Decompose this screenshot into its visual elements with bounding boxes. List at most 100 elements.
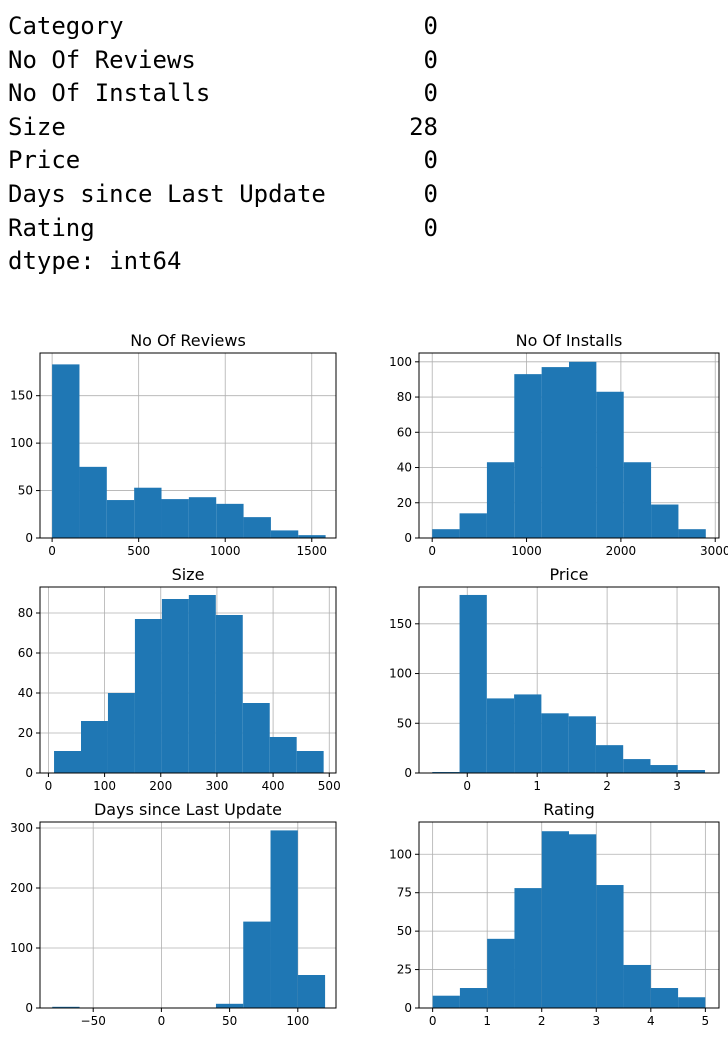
histogram-bar <box>623 462 652 538</box>
y-tick-label: 300 <box>10 821 33 835</box>
console-row-label: Size <box>8 112 66 141</box>
console-row: Days since Last Update 0 <box>8 178 438 212</box>
histogram-bar <box>134 619 162 773</box>
console-row: Rating 0 <box>8 212 438 246</box>
histogram-bar <box>650 765 678 773</box>
x-tick-label: 500 <box>318 779 341 793</box>
histogram-bar <box>216 503 244 538</box>
x-tick-label: 1 <box>533 779 541 793</box>
x-tick-label: 2 <box>603 779 611 793</box>
histogram-bar <box>487 938 515 1008</box>
x-tick-label: 2000 <box>606 544 637 558</box>
histogram-bar <box>81 721 108 773</box>
histogram-bar <box>459 513 487 538</box>
histogram-panel: 0 1 2 3 0 50 100 150 Price <box>389 565 720 793</box>
console-row: Size 28 <box>8 111 438 145</box>
histogram-bar <box>651 504 679 538</box>
histogram-bar <box>514 888 542 1008</box>
chart-title: Size <box>172 565 205 584</box>
y-tick-label: 200 <box>10 881 33 895</box>
histogram-bar <box>215 1003 244 1008</box>
histogram-bar <box>432 529 460 538</box>
x-tick-label: 0 <box>48 544 56 558</box>
axes-frame <box>39 352 337 539</box>
x-tick-label: 3 <box>673 779 681 793</box>
histogram-bar <box>623 759 651 773</box>
histogram-bar <box>242 703 270 773</box>
y-tick-label: 20 <box>397 496 412 510</box>
x-tick-label: 100 <box>93 779 116 793</box>
x-tick-label: 0 <box>428 544 436 558</box>
x-tick-label: 1500 <box>296 544 327 558</box>
console-row-value: 0 <box>423 213 438 242</box>
axes-frame <box>39 586 337 774</box>
histogram-bar <box>243 921 271 1008</box>
x-tick-label: 1000 <box>210 544 241 558</box>
x-tick-label: 500 <box>127 544 150 558</box>
y-tick-label: 50 <box>18 484 33 498</box>
chart-title: No Of Installs <box>516 331 623 350</box>
y-tick-label: 20 <box>18 726 33 740</box>
histogram-bar <box>459 988 488 1008</box>
y-tick-label: 75 <box>397 886 412 900</box>
histogram-bar <box>595 745 624 773</box>
y-tick-label: 100 <box>389 667 412 681</box>
axes-frame <box>418 586 720 774</box>
x-tick-label: 1000 <box>511 544 542 558</box>
histogram-bar <box>296 751 324 773</box>
histogram-bar <box>52 1006 80 1008</box>
histogram-bar <box>52 364 80 538</box>
histogram-bar <box>678 997 706 1008</box>
y-tick-label: 100 <box>389 847 412 861</box>
histogram-bar <box>541 367 569 538</box>
histogram-bar <box>568 716 596 773</box>
chart-title: No Of Reviews <box>130 331 246 350</box>
console-row-value: 0 <box>423 79 438 108</box>
histogram-bar <box>677 770 706 773</box>
y-tick-label: 80 <box>397 390 412 404</box>
histogram-panel: 0 500 1000 1500 0 50 100 150 No Of Reviews <box>10 331 337 558</box>
histogram-bar <box>215 615 243 773</box>
x-tick-label: 0 <box>45 779 53 793</box>
histogram-bar <box>569 834 597 1008</box>
histogram-bar <box>269 737 297 773</box>
histogram-bar <box>188 595 216 773</box>
y-tick-label: 0 <box>25 766 33 780</box>
y-tick-label: 100 <box>10 941 33 955</box>
x-tick-label: −50 <box>81 1014 106 1028</box>
histogram-bar <box>79 466 107 538</box>
x-tick-label: 1 <box>483 1014 491 1028</box>
console-row-label: Price <box>8 146 81 175</box>
y-tick-label: 0 <box>25 1001 33 1015</box>
axes-frame <box>418 821 720 1009</box>
histogram-bar <box>298 535 326 538</box>
histogram-bar <box>243 517 271 538</box>
console-row-label: No Of Reviews <box>8 45 196 74</box>
console-row-value: 0 <box>423 45 438 74</box>
histogram-bar <box>514 694 542 773</box>
histogram-bar <box>514 374 542 538</box>
histogram-bar <box>650 988 679 1008</box>
x-tick-label: 3000 <box>700 544 728 558</box>
y-tick-label: 150 <box>389 617 412 631</box>
y-tick-label: 40 <box>18 686 33 700</box>
histogram-bar <box>297 975 326 1008</box>
y-tick-label: 150 <box>10 389 33 403</box>
x-tick-label: 0 <box>158 1014 166 1028</box>
x-tick-label: 0 <box>429 1014 437 1028</box>
histogram-bar <box>270 530 299 538</box>
console-row-value: 0 <box>423 12 438 40</box>
histogram-bar <box>623 964 651 1008</box>
x-tick-label: 3 <box>592 1014 600 1028</box>
y-tick-label: 50 <box>397 924 412 938</box>
histogram-bar <box>596 391 624 538</box>
histogram-bar <box>161 599 189 773</box>
y-tick-label: 0 <box>404 1001 412 1015</box>
y-tick-label: 80 <box>18 606 33 620</box>
histogram-bar <box>106 500 135 538</box>
chart-title: Rating <box>543 800 595 819</box>
console-row: No Of Installs 0 <box>8 77 438 111</box>
histogram-bar <box>134 487 162 538</box>
